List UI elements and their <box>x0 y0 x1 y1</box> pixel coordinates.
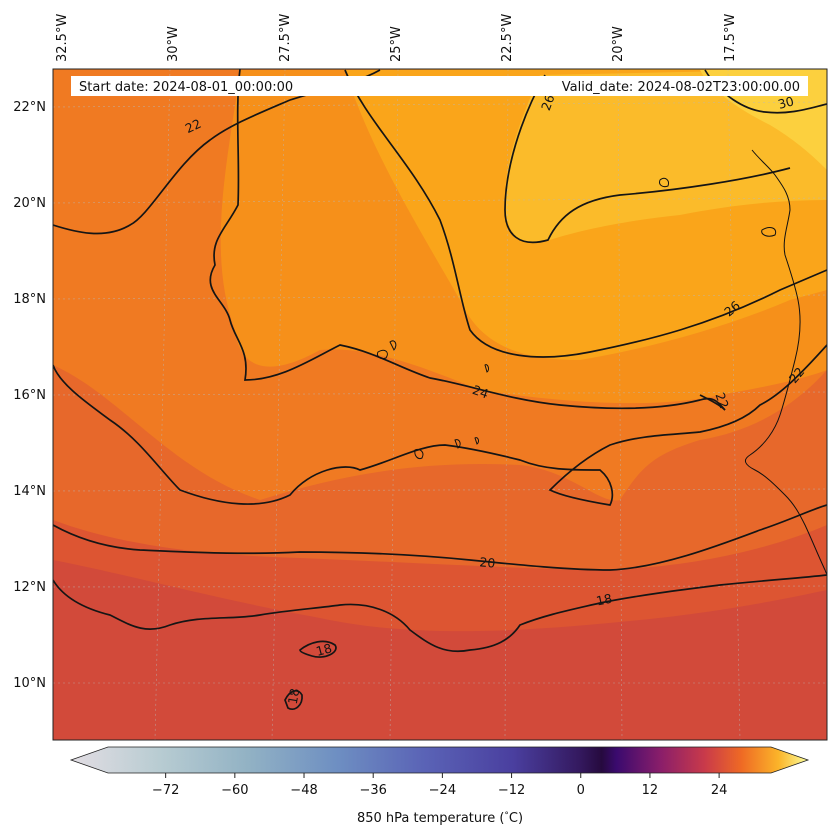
contour-label: 18 <box>314 640 333 659</box>
contour-label: 22 <box>183 116 204 136</box>
colorbar-tick-label: 12 <box>642 783 659 798</box>
temperature-band-28 <box>505 69 827 243</box>
contour-label: 24 <box>471 382 491 402</box>
contour-line-20 <box>53 504 827 571</box>
lat-label: 14°N <box>13 484 46 499</box>
canary-islands <box>659 177 777 237</box>
lon-label: 25°W <box>389 26 404 62</box>
longitude-labels: 32.5°W 30°W 27.5°W 25°W 22.5°W 20°W 17.5… <box>55 14 738 62</box>
contour-label: 18 <box>595 591 614 609</box>
colorbar-tick-label: −48 <box>290 783 317 798</box>
colorbar-tick-label: −36 <box>359 783 386 798</box>
colorbar-label: 850 hPa temperature (°C) <box>357 811 523 826</box>
contour-label: 30 <box>776 93 795 112</box>
contour-line-28 <box>504 74 791 244</box>
colorbar-tick-label: −12 <box>498 783 525 798</box>
colorbar-ticks: −72 −60 −48 −36 −24 −12 0 12 24 <box>152 773 727 798</box>
lon-label: 17.5°W <box>723 14 738 62</box>
valid-date: Valid_date: 2024-08-02T23:00:00.00 <box>562 80 800 95</box>
colorbar: −72 −60 −48 −36 −24 −12 0 12 24 850 hPa temperat… <box>69 746 810 826</box>
latitude-labels: 22°N 20°N 18°N 16°N 14°N 12°N 10°N <box>13 100 46 691</box>
african-coastline <box>744 149 827 576</box>
lat-label: 20°N <box>13 196 46 211</box>
lon-label: 22.5°W <box>500 14 515 62</box>
contour-label: 26 <box>538 92 558 112</box>
contour-label: 18 <box>285 687 303 705</box>
degree-symbol: ° <box>504 811 509 821</box>
contour-line-24 <box>209 69 726 411</box>
lat-label: 18°N <box>13 292 46 307</box>
map-frame <box>52 68 828 741</box>
coastlines <box>377 149 827 576</box>
lon-label: 30°W <box>166 26 181 62</box>
colorbar-body <box>69 746 810 774</box>
contour-line-18 <box>53 574 827 653</box>
colorbar-tick-label: 0 <box>577 783 585 798</box>
contour-line-18-island <box>299 640 337 658</box>
date-banner <box>71 76 808 96</box>
contour-line-26-north <box>344 69 827 358</box>
contour-label: 22 <box>712 390 732 410</box>
colorbar-tick-label: 24 <box>711 783 728 798</box>
lat-label: 16°N <box>13 388 46 403</box>
contour-line-22-east <box>699 394 726 411</box>
contour-line-22-south <box>53 344 827 506</box>
colorbar-tick-label: −60 <box>221 783 248 798</box>
map-panel: 22 26 30 26 22 22 24 20 18 18 18 Start d… <box>53 69 827 740</box>
lon-label: 20°W <box>611 26 626 62</box>
contour-line-18-island-2 <box>284 690 303 710</box>
start-date: Start date: 2024-08-01_00:00:00 <box>79 80 293 95</box>
lat-label: 12°N <box>13 580 46 595</box>
contour-label: 20 <box>479 554 496 570</box>
lat-label: 10°N <box>13 676 46 691</box>
lon-label: 32.5°W <box>55 14 70 62</box>
lat-label: 22°N <box>13 100 46 115</box>
lon-label: 27.5°W <box>278 14 293 62</box>
colorbar-tick-label: −24 <box>429 783 456 798</box>
colorbar-tick-label: −72 <box>152 783 179 798</box>
cape-verde-islands <box>377 340 489 459</box>
